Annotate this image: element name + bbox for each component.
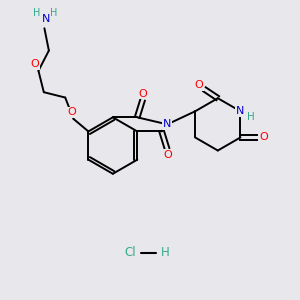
Text: O: O	[259, 132, 268, 142]
Text: N: N	[236, 106, 244, 116]
Text: Cl: Cl	[125, 246, 136, 259]
Text: O: O	[139, 88, 148, 98]
Text: H: H	[247, 112, 255, 122]
Text: H: H	[160, 246, 169, 259]
Text: O: O	[163, 150, 172, 160]
Text: H: H	[50, 8, 58, 18]
Text: O: O	[68, 107, 76, 117]
Text: H: H	[33, 8, 41, 18]
Text: O: O	[195, 80, 203, 90]
Text: O: O	[31, 59, 39, 69]
Text: N: N	[41, 14, 50, 24]
Text: N: N	[163, 119, 172, 129]
